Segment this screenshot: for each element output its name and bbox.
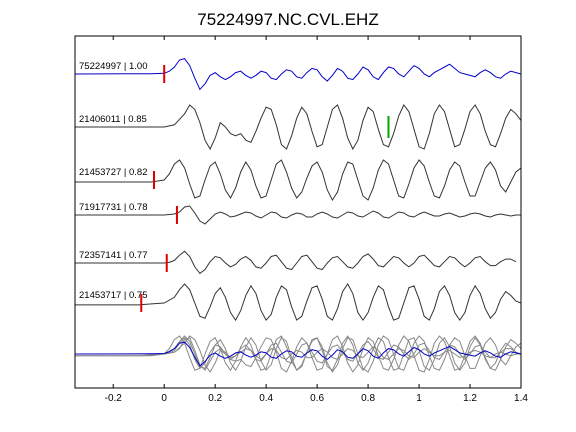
trace-line-5 — [75, 283, 522, 322]
x-tick-label: 1.2 — [463, 393, 477, 404]
trace-line-0 — [74, 58, 522, 91]
trace-label-2: 21453727 | 0.82 — [79, 167, 148, 178]
trace-label-5: 21453717 | 0.75 — [79, 290, 148, 301]
axes-frame — [74, 35, 522, 389]
x-tick-label: 0.4 — [259, 393, 273, 404]
x-axis: -0.2 0 0.2 0.4 0.6 0.8 1 1.2 1.4 — [105, 36, 528, 404]
x-tick-label: 0.8 — [361, 393, 375, 404]
plot-area: 75224997 | 1.00 21406011 | 0.85 21453727 |… — [74, 58, 522, 373]
x-tick-label: -0.2 — [105, 393, 123, 404]
trace-line-4 — [75, 250, 517, 275]
stack-reference-trace — [74, 341, 522, 367]
x-tick-label: 1.4 — [514, 393, 528, 404]
x-tick-label: 0.2 — [208, 393, 222, 404]
chart-title: 75224997.NC.CVL.EHZ — [197, 10, 378, 29]
stack-trace-2 — [75, 335, 522, 373]
trace-line-3 — [75, 205, 521, 225]
x-tick-label: 0 — [161, 393, 167, 404]
stack-trace-4 — [75, 337, 517, 370]
trace-label-0: 75224997 | 1.00 — [79, 61, 148, 72]
trace-line-2 — [75, 159, 522, 202]
stack-trace-5 — [75, 335, 522, 372]
trace-line-1 — [75, 104, 522, 151]
trace-label-4: 72357141 | 0.77 — [79, 250, 148, 261]
x-tick-label: 1 — [416, 393, 422, 404]
trace-label-3: 71917731 | 0.78 — [79, 202, 148, 213]
trace-label-1: 21406011 | 0.85 — [79, 114, 147, 125]
x-tick-label: 0.6 — [310, 393, 324, 404]
